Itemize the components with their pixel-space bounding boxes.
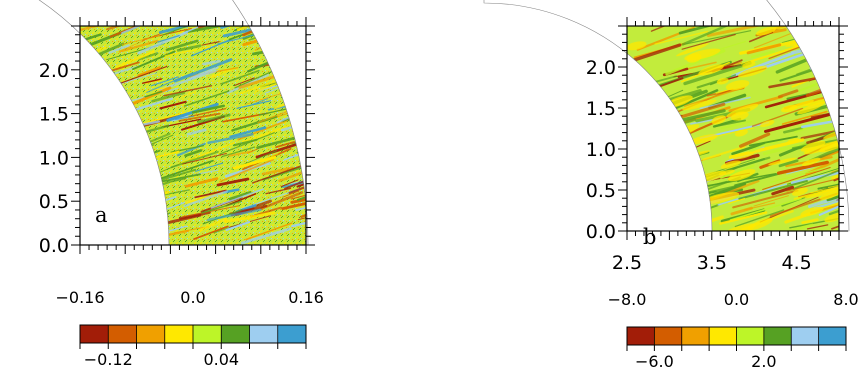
panel-b-ticks: [618, 17, 848, 240]
y-tick-label: 0.5: [39, 191, 69, 213]
panel-b-sector-outline: [483, 0, 850, 232]
colorbar-swatch: [249, 325, 279, 343]
colorbar-top-label: 0.0: [724, 290, 749, 309]
colorbar-bottom-label: 2.0: [751, 352, 776, 371]
colorbar-swatch: [763, 327, 792, 345]
colorbar-bottom-label: −0.12: [84, 350, 133, 369]
panel-b-x-tick-labels: 2.5 3.5 4.5: [612, 252, 812, 274]
colorbar-swatch: [221, 325, 250, 343]
colorbar-swatch: [277, 325, 307, 343]
colorbar-swatch: [818, 327, 847, 345]
x-tick-label: 4.5: [781, 252, 811, 274]
colorbar-bottom-label: 0.04: [203, 350, 239, 369]
panel-b-label: b: [643, 225, 656, 249]
colorbar-swatch: [136, 325, 166, 343]
panel-a: 0.0 0.5 1.0 1.5 2.0 a −0.16 0.0 0.16 −0.12 0.04: [38, 0, 324, 369]
colorbar-top-label: −8.0: [608, 290, 647, 309]
y-tick-label: 1.5: [39, 104, 69, 126]
panel-b: 0.0 0.5 1.0 1.5 2.0 2.5 3.5 4.5 b −8.0 0.0 8.0 −…: [483, 0, 859, 371]
y-tick-label: 1.0: [586, 139, 616, 161]
panel-a-colorbar-top-labels: −0.16 0.0 0.16: [55, 288, 323, 307]
panel-a-frame: [79, 25, 307, 246]
colorbar-swatch: [108, 325, 137, 343]
colorbar-top-label: 8.0: [833, 290, 858, 309]
y-tick-label: 0.0: [39, 235, 69, 257]
panel-b-colorbar-top-labels: −8.0 0.0 8.0: [608, 290, 859, 309]
y-tick-label: 1.0: [39, 147, 69, 169]
panel-a-ticks: [71, 17, 315, 254]
colorbar-top-label: 0.0: [180, 288, 205, 307]
panel-a-field: [80, 26, 306, 245]
colorbar-swatch: [193, 325, 222, 343]
panel-a-sector-outline: [38, 0, 309, 246]
colorbar-swatch: [709, 327, 737, 345]
panel-b-field: [627, 26, 839, 231]
panel-b-frame: [626, 25, 840, 232]
y-tick-label: 1.5: [586, 98, 616, 120]
y-tick-label: 0.0: [586, 221, 616, 243]
panel-b-y-tick-labels: 0.0 0.5 1.0 1.5 2.0: [586, 57, 616, 243]
colorbar-swatch: [681, 327, 710, 345]
y-tick-label: 2.0: [586, 57, 616, 79]
y-tick-label: 2.0: [39, 60, 69, 82]
panel-b-colorbar-bottom-labels: −6.0 2.0: [635, 352, 777, 371]
colorbar-swatch: [164, 325, 194, 343]
colorbar-top-label: 0.16: [288, 288, 324, 307]
panel-a-colorbar-bottom-labels: −0.12 0.04: [84, 350, 239, 369]
panel-a-y-tick-labels: 0.0 0.5 1.0 1.5 2.0: [39, 60, 69, 257]
colorbar-top-label: −0.16: [55, 288, 104, 307]
colorbar-swatch: [654, 327, 683, 345]
panel-a-label: a: [95, 203, 108, 227]
x-tick-label: 2.5: [612, 252, 642, 274]
panel-a-colorbar: [79, 324, 307, 349]
y-tick-label: 0.5: [586, 180, 616, 202]
colorbar-swatch: [736, 327, 765, 345]
colorbar-bottom-label: −6.0: [635, 352, 674, 371]
colorbar-swatch: [627, 327, 655, 345]
colorbar-swatch: [791, 327, 819, 345]
panel-b-colorbar: [626, 326, 847, 351]
x-tick-label: 3.5: [697, 252, 727, 274]
colorbar-swatch: [80, 325, 109, 343]
